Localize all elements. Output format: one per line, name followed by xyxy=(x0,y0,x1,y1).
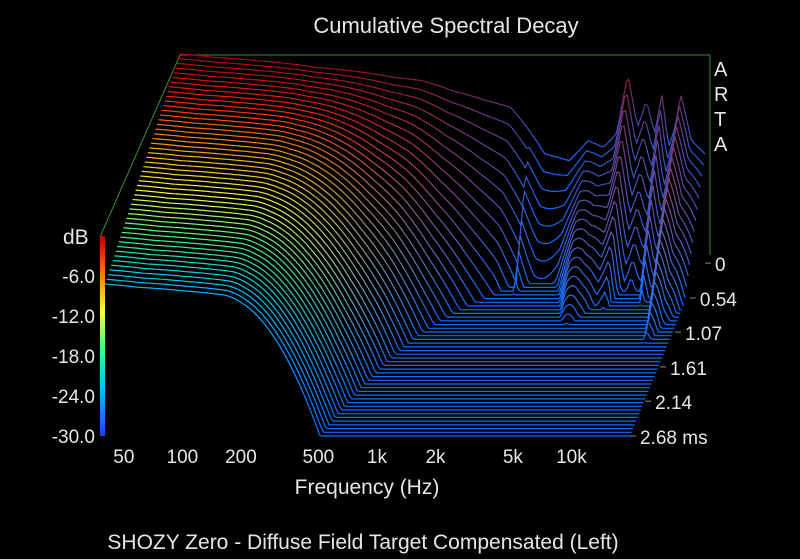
time-tick-label: 2.14 xyxy=(655,393,692,414)
x-tick-label: 10k xyxy=(556,447,587,468)
decay-slice xyxy=(147,152,673,333)
decay-slice xyxy=(144,161,670,340)
decay-slice xyxy=(106,278,632,433)
x-axis-label: Frequency (Hz) xyxy=(295,476,440,499)
decay-slice xyxy=(135,189,661,363)
brand-letter: A xyxy=(714,134,728,156)
decay-slice xyxy=(140,175,666,352)
decay-slice xyxy=(112,259,638,418)
decay-slice xyxy=(126,217,652,385)
decay-slice xyxy=(143,166,669,344)
time-tick-label: 2.68 ms xyxy=(640,428,708,449)
decay-slice xyxy=(104,283,630,437)
time-axis-ticks: 0 0.54 1.07 1.61 2.14 2.68 ms xyxy=(630,255,737,449)
decay-slice xyxy=(175,67,701,210)
time-tick-label: 1.61 xyxy=(670,359,707,380)
y-axis-label: dB xyxy=(63,226,89,249)
x-tick-label: 500 xyxy=(303,447,335,468)
x-tick-label: 100 xyxy=(167,447,199,468)
decay-slice xyxy=(179,53,706,162)
decay-slice xyxy=(115,250,641,411)
y-tick-label: -24.0 xyxy=(52,387,95,408)
decay-slice xyxy=(153,133,679,318)
decay-slice xyxy=(127,213,653,381)
decay-slice xyxy=(166,95,692,288)
decay-slice xyxy=(114,255,640,415)
decay-slice xyxy=(158,119,685,307)
y-tick-label: -6.0 xyxy=(62,267,95,288)
decay-slice xyxy=(124,222,650,389)
x-tick-label: 50 xyxy=(113,447,134,468)
decay-slice xyxy=(111,264,637,422)
color-scale-bar xyxy=(100,236,105,436)
decay-slice xyxy=(178,58,704,177)
decay-slice xyxy=(117,245,643,407)
decay-slice xyxy=(141,170,667,348)
decay-slice xyxy=(161,109,688,300)
decay-slice xyxy=(163,105,689,296)
decay-slice xyxy=(134,194,660,366)
x-tick-label: 5k xyxy=(503,447,524,468)
decay-slice xyxy=(169,86,695,280)
decay-slice xyxy=(149,147,675,329)
y-tick-label: -30.0 xyxy=(52,427,95,448)
chart-title: Cumulative Spectral Decay xyxy=(313,13,578,38)
decay-slice xyxy=(160,114,686,303)
plot-frame xyxy=(99,54,711,255)
decay-slice xyxy=(170,81,697,262)
decay-slice xyxy=(146,156,672,337)
decay-slice xyxy=(172,76,698,245)
brand-letter: T xyxy=(714,109,726,131)
decay-slice xyxy=(152,137,678,322)
x-tick-label: 1k xyxy=(367,447,388,468)
time-tick-label: 1.07 xyxy=(685,324,722,345)
decay-slice xyxy=(130,203,656,374)
decay-slice xyxy=(108,274,634,430)
decay-slices xyxy=(104,53,706,437)
decay-slice xyxy=(167,91,694,285)
x-axis-ticks: 50 100 200 500 1k 2k 5k 10k xyxy=(113,447,587,468)
decay-slice xyxy=(173,72,700,227)
brand-letter: A xyxy=(714,59,728,81)
x-tick-label: 2k xyxy=(425,447,446,468)
decay-slice xyxy=(109,269,635,426)
decay-slice xyxy=(138,180,664,355)
time-tick-label: 0 xyxy=(715,255,726,276)
decay-slice xyxy=(156,123,682,311)
decay-slice xyxy=(129,208,655,378)
decay-slice xyxy=(164,100,691,292)
y-tick-label: -18.0 xyxy=(52,347,95,368)
y-tick-label: -12.0 xyxy=(52,307,95,328)
chart-subtitle: SHOZY Zero - Diffuse Field Target Compen… xyxy=(107,531,618,554)
brand-letter: R xyxy=(714,84,728,106)
decay-slice xyxy=(123,227,649,392)
decay-slice xyxy=(132,198,658,370)
decay-slice xyxy=(155,128,681,314)
decay-slice xyxy=(118,241,644,404)
decay-slice xyxy=(150,142,676,326)
decay-slice xyxy=(120,236,646,400)
time-tick-label: 0.54 xyxy=(700,290,737,311)
decay-slice xyxy=(121,231,647,396)
y-axis-ticks: -6.0 -12.0 -18.0 -24.0 -30.0 xyxy=(52,267,95,448)
decay-slice xyxy=(176,62,703,192)
x-tick-label: 200 xyxy=(225,447,257,468)
decay-slice xyxy=(137,184,663,359)
